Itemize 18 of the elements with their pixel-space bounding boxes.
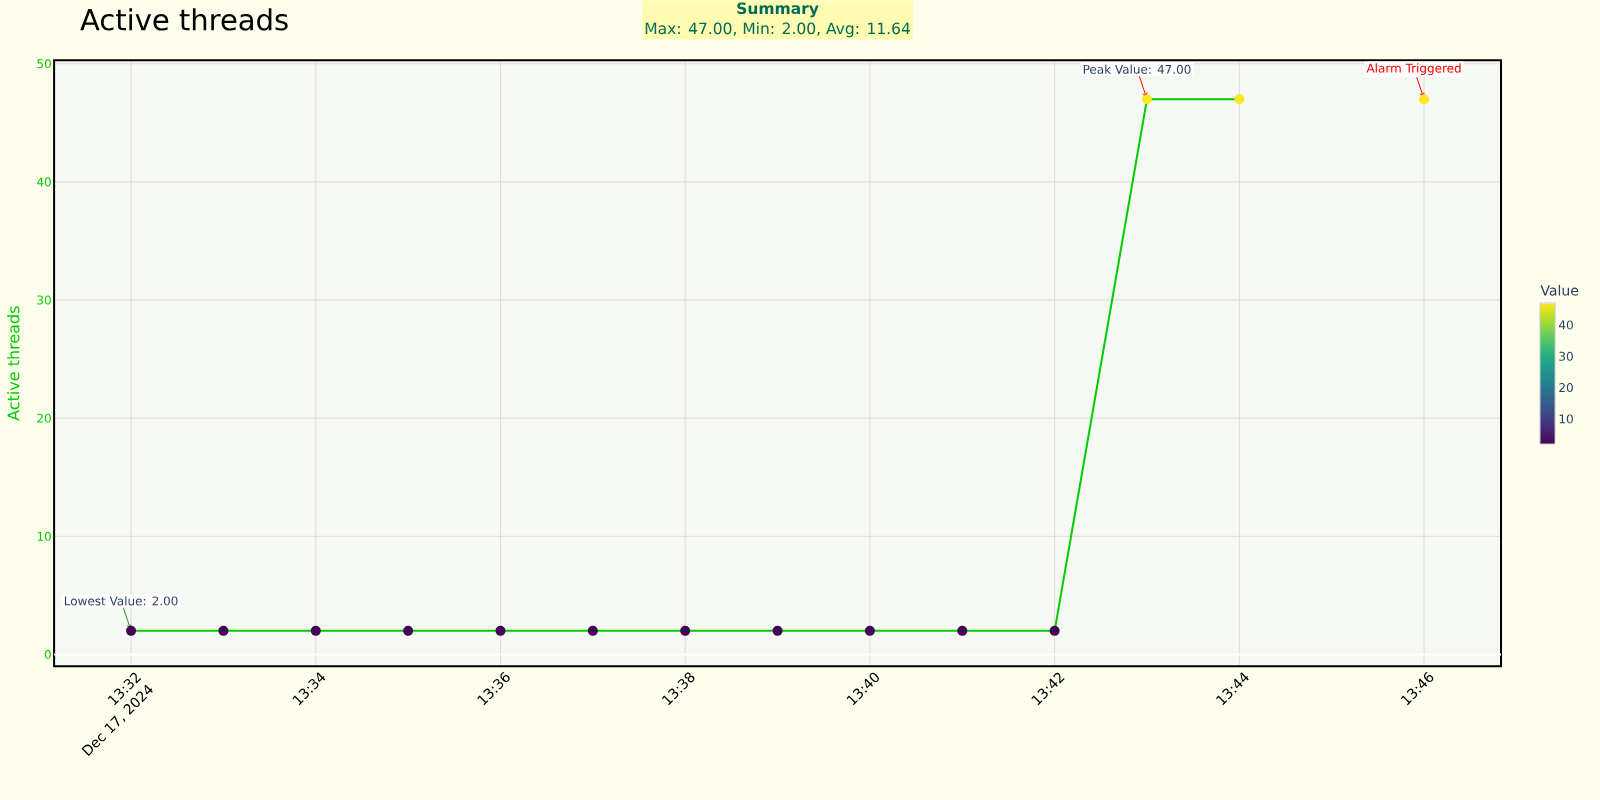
y-tick-label: 20 [37,413,51,423]
y-tick-label: 10 [37,531,51,541]
text: Summary [737,2,819,18]
color-bar-label: 20 [1559,383,1573,393]
annotation: Alarm Triggered [1366,63,1461,75]
y-tick-label: 30 [37,295,51,305]
y-tick-label: 40 [37,177,51,187]
chart-title: Active threads [80,8,288,31]
text: Max: 47.00, Min: 2.00, Avg: 11.64 [645,22,910,38]
y-axis-title: Active threads [7,306,20,421]
color-bar-title: Value [1540,284,1579,296]
color-bar-label: 10 [1559,414,1573,424]
y-tick-label: 0 [44,649,51,660]
annotation: Peak Value: 47.00 [1083,64,1191,74]
annotation: Lowest Value: 2.00 [64,596,178,606]
y-tick-label: 50 [37,59,51,69]
color-bar-label: 30 [1559,351,1573,361]
color-bar-label: 40 [1559,320,1573,330]
